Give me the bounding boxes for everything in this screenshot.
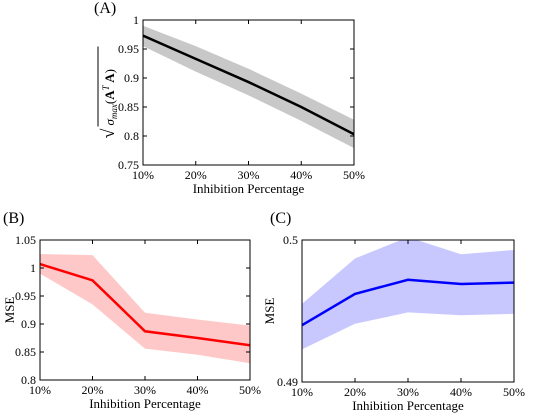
y-axis-label: MSE xyxy=(2,297,17,324)
y-tick-label: 0.85 xyxy=(15,345,36,359)
y-tick-label: 0.5 xyxy=(283,233,298,247)
y-tick-label: 1 xyxy=(30,261,36,275)
x-tick-label: 40% xyxy=(187,383,209,397)
x-tick-label: 30% xyxy=(397,385,419,399)
y-tick-label: 0.49 xyxy=(277,375,298,389)
x-tick-label: 20% xyxy=(185,168,207,182)
confidence-band xyxy=(40,254,250,364)
y-tick-label: 0.85 xyxy=(118,100,139,114)
x-tick-label: 50% xyxy=(343,168,365,182)
y-axis-label: √ σmax(AT A) xyxy=(97,46,119,139)
chart-panel-2: 0.49 0.5 10% 20% 30% 40% 50% Inhibition Percent… xyxy=(262,210,525,413)
x-tick-label: 50% xyxy=(503,385,525,399)
confidence-band xyxy=(302,240,514,350)
y-axis-label: MSE xyxy=(262,298,277,325)
x-axis-label: Inhibition Percentage xyxy=(193,181,305,196)
chart-panel-1: 0.8 0.85 0.9 0.95 1 1.05 10% 20% 30% 40% 50% Inhibi… xyxy=(2,210,261,411)
y-tick-label: 0.8 xyxy=(124,129,139,143)
y-tick-label: 1 xyxy=(133,13,139,27)
panel-label: (A) xyxy=(94,0,116,17)
x-tick-label: 10% xyxy=(29,383,51,397)
svg-text:√: √ xyxy=(98,129,118,139)
x-tick-label: 20% xyxy=(82,383,104,397)
y-tick-label: 0.8 xyxy=(21,373,36,387)
x-tick-label: 30% xyxy=(238,168,260,182)
y-tick-label: 1.05 xyxy=(15,233,36,247)
confidence-band xyxy=(143,25,354,149)
x-tick-label: 20% xyxy=(344,385,366,399)
panel-label: (C) xyxy=(270,210,291,227)
y-tick-label: 0.95 xyxy=(15,289,36,303)
y-tick-label: 0.9 xyxy=(124,71,139,85)
x-tick-label: 10% xyxy=(291,385,313,399)
panel-label: (B) xyxy=(3,210,24,227)
svg-text:σmax(AT A): σmax(AT A) xyxy=(101,69,119,125)
x-tick-label: 10% xyxy=(132,168,154,182)
y-tick-label: 0.75 xyxy=(118,158,139,172)
x-tick-label: 40% xyxy=(450,385,472,399)
chart-panel-0: 0.75 0.8 0.85 0.9 0.95 1 10% 20% 30% 40% 50% Inhibi… xyxy=(94,0,365,196)
y-tick-label: 0.9 xyxy=(21,317,36,331)
x-tick-label: 30% xyxy=(134,383,156,397)
x-tick-label: 50% xyxy=(239,383,261,397)
x-tick-label: 40% xyxy=(290,168,312,182)
y-tick-label: 0.95 xyxy=(118,42,139,56)
x-axis-label: Inhibition Percentage xyxy=(89,396,201,411)
x-axis-label: Inhibition Percentage xyxy=(352,398,464,413)
